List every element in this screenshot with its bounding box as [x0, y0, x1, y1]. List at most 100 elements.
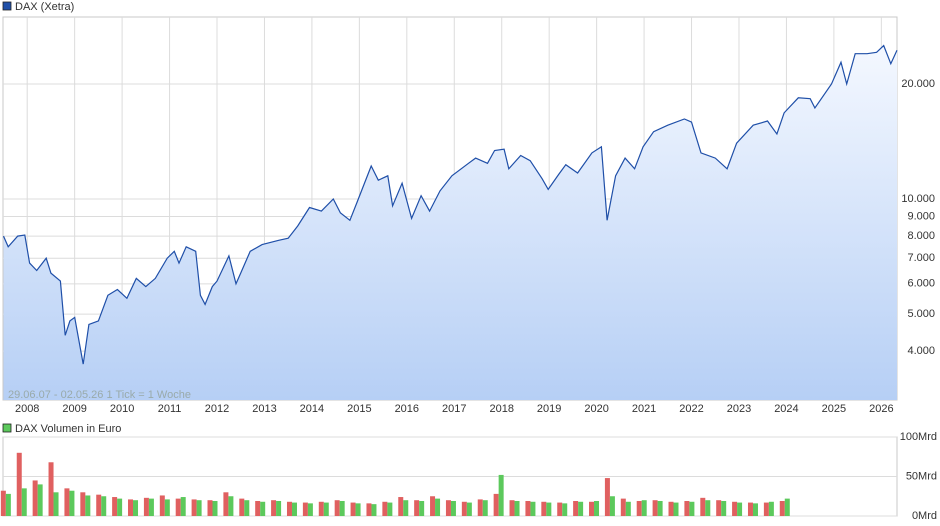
y-tick-label: 20.000 [901, 78, 935, 90]
volume-bar [239, 498, 245, 516]
volume-bar [689, 501, 695, 516]
volume-bar [64, 488, 70, 516]
y-tick-label: 10.000 [901, 193, 935, 205]
volume-bar [589, 501, 595, 516]
y-tick-label: 7.000 [907, 252, 935, 264]
volume-bar [763, 502, 769, 516]
x-tick-label: 2009 [62, 403, 86, 415]
x-tick-label: 2018 [489, 403, 513, 415]
volume-bar [5, 493, 11, 516]
x-tick-label: 2021 [632, 403, 656, 415]
area-fill [3, 45, 897, 400]
y-tick-label: 0Mrd [912, 510, 937, 522]
volume-bar [546, 502, 552, 516]
volume-bar [291, 502, 297, 516]
volume-bar [700, 497, 706, 516]
volume-bar [318, 501, 324, 516]
volume-bar [334, 500, 340, 516]
volume-bar [604, 478, 610, 516]
volume-bar [609, 496, 615, 516]
volume-bar [414, 500, 420, 516]
y-tick-label: 9.000 [907, 210, 935, 222]
volume-bar [752, 503, 758, 516]
volume-bar [684, 500, 690, 516]
volume-bar [0, 490, 6, 516]
volume-bar [212, 500, 218, 516]
volume-bar [419, 500, 425, 516]
volume-bar [207, 500, 213, 516]
volume-bar [387, 502, 393, 516]
y-tick-label: 100Mrd [900, 431, 937, 443]
volume-bar [101, 496, 107, 516]
volume-bar [16, 452, 22, 516]
volume-bar [371, 504, 377, 516]
volume-bar [350, 502, 356, 516]
volume-bar [450, 500, 456, 516]
volume-bar [260, 501, 266, 516]
volume-bar [747, 502, 753, 516]
x-tick-label: 2019 [537, 403, 561, 415]
x-tick-label: 2016 [395, 403, 419, 415]
volume-bar [435, 498, 441, 516]
y-tick-label: 8.000 [907, 230, 935, 242]
x-tick-label: 2012 [205, 403, 229, 415]
volume-bar [228, 496, 234, 516]
x-tick-label: 2022 [679, 403, 703, 415]
volume-bar [737, 502, 743, 516]
volume-bar [32, 480, 38, 516]
x-tick-label: 2015 [347, 403, 371, 415]
volume-bar [652, 500, 658, 516]
volume-bar [636, 500, 642, 516]
volume-bar [53, 492, 59, 516]
x-tick-label: 2025 [822, 403, 846, 415]
volume-bar [784, 498, 790, 516]
y-tick-label: 6.000 [907, 278, 935, 290]
y-tick-label: 4.000 [907, 345, 935, 357]
volume-bar [355, 503, 361, 516]
volume-bar [509, 500, 515, 516]
volume-bar [657, 500, 663, 516]
x-tick-label: 2014 [300, 403, 324, 415]
volume-bar [382, 501, 388, 516]
volume-bar [148, 498, 154, 516]
legend-swatch [2, 423, 12, 433]
volume-bar [705, 500, 711, 516]
volume-bar [498, 474, 504, 516]
volume-bar [366, 503, 372, 516]
volume-bar [493, 493, 499, 516]
x-tick-label: 2020 [584, 403, 608, 415]
price-line [2, 44, 898, 365]
volume-bar [96, 494, 102, 516]
volume-bar [578, 501, 584, 516]
volume-bar [562, 503, 568, 516]
volume-bar [339, 500, 345, 516]
volume-bar [716, 500, 722, 516]
volume-bar [307, 503, 313, 516]
note: 29.06.07 - 02.05.26 1 Tick = 1 Woche [8, 389, 191, 401]
volume-bar [768, 501, 774, 516]
volume-bar [641, 500, 647, 516]
x-tick-label: 2010 [110, 403, 134, 415]
volume-chart: 0Mrd 50Mrd 100Mrd [0, 431, 937, 522]
volume-bar [191, 499, 197, 516]
volume-bar [557, 502, 563, 516]
volume-bar [133, 500, 139, 516]
volume-bar [466, 502, 472, 516]
volume-bar [164, 499, 170, 516]
volume-bar [286, 501, 292, 516]
volume-bar [302, 502, 308, 516]
volume-bar [779, 500, 785, 516]
volume-bar [143, 497, 149, 516]
x-tick-label: 2008 [15, 403, 39, 415]
volume-bar [223, 492, 229, 516]
volume-bar [482, 500, 488, 516]
x-tick-label: 2024 [774, 403, 798, 415]
volume-bar [69, 490, 75, 516]
volume-bar [477, 499, 483, 516]
y-tick-label: 50Mrd [906, 470, 937, 482]
volume-bar [668, 501, 674, 516]
volume-bar [398, 497, 404, 516]
volume-bar [673, 502, 679, 516]
x-tick-label: 2023 [727, 403, 751, 415]
